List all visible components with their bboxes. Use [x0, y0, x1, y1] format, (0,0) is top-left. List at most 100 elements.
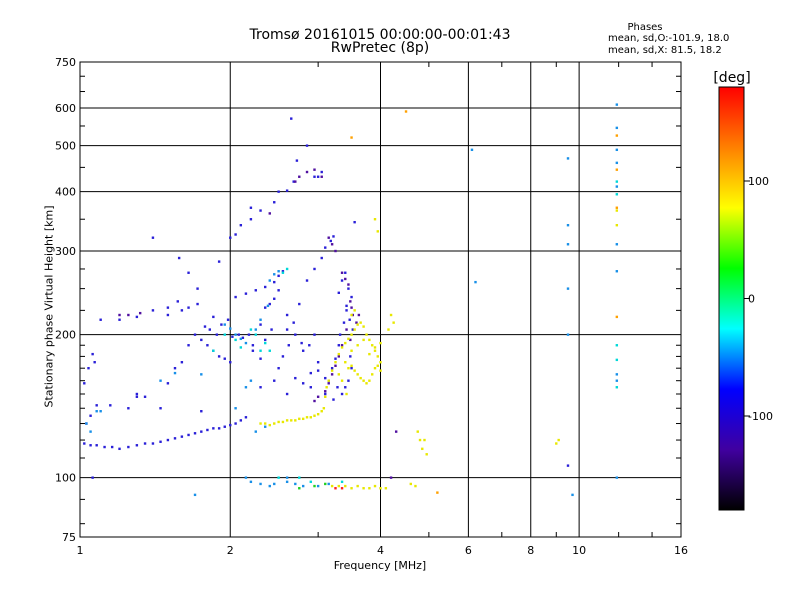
data-point: [344, 484, 347, 488]
x-tick-label: 8: [527, 544, 534, 557]
data-point: [244, 386, 248, 389]
data-point: [349, 338, 352, 342]
data-point: [273, 280, 276, 284]
data-point: [259, 386, 262, 389]
data-point: [259, 318, 262, 321]
data-point: [474, 280, 477, 284]
data-point: [313, 175, 316, 178]
data-point: [264, 425, 267, 428]
data-point: [249, 379, 253, 382]
data-point: [368, 487, 371, 490]
data-point: [99, 318, 102, 321]
data-point: [347, 379, 350, 382]
data-point: [362, 379, 365, 382]
data-point: [159, 379, 162, 382]
data-point: [234, 338, 237, 342]
data-point: [337, 291, 341, 295]
data-point: [234, 422, 237, 425]
data-point: [404, 110, 408, 113]
data-point: [173, 371, 177, 375]
data-point: [340, 344, 344, 347]
data-point: [143, 395, 147, 398]
data-point: [350, 364, 353, 367]
data-point: [337, 344, 341, 347]
data-point: [334, 357, 337, 360]
data-point: [264, 341, 267, 345]
data-point: [615, 386, 619, 389]
data-point: [254, 328, 257, 331]
data-point: [277, 366, 280, 370]
data-point: [118, 447, 121, 451]
data-point: [373, 366, 377, 370]
data-point: [135, 395, 139, 398]
data-point: [332, 398, 335, 401]
data-point: [273, 273, 276, 276]
data-point: [95, 404, 98, 407]
data-point: [334, 361, 337, 364]
data-point: [418, 438, 422, 442]
data-point: [384, 487, 388, 490]
data-point: [91, 476, 94, 479]
colorbar-tick-label: 100: [748, 175, 769, 188]
x-tick-label: 2: [227, 544, 234, 557]
data-point: [281, 420, 285, 424]
data-point: [215, 333, 219, 336]
data-point: [359, 376, 362, 380]
data-point: [409, 482, 412, 486]
data-point: [350, 487, 353, 490]
data-point: [268, 484, 271, 488]
data-point: [347, 283, 350, 286]
data-point: [208, 328, 212, 331]
data-point: [336, 386, 339, 389]
data-point: [308, 344, 311, 347]
data-point: [362, 487, 365, 490]
data-point: [327, 236, 330, 239]
data-point: [281, 270, 285, 273]
data-point: [356, 344, 359, 347]
data-point: [337, 484, 341, 488]
data-point: [615, 103, 619, 106]
data-point: [259, 349, 262, 352]
data-point: [138, 311, 142, 315]
data-point: [425, 453, 428, 456]
data-point: [229, 361, 232, 364]
data-point: [249, 218, 253, 221]
data-point: [371, 344, 374, 347]
data-point: [223, 425, 226, 428]
data-point: [316, 484, 320, 488]
data-point: [416, 430, 419, 433]
data-point: [110, 445, 114, 449]
data-point: [180, 309, 184, 312]
data-point: [285, 480, 289, 484]
data-point: [247, 333, 251, 336]
phases-o-stats: mean, sd,O:-101.9, 18.0: [608, 33, 730, 44]
data-point: [294, 419, 297, 422]
data-point: [324, 395, 327, 398]
data-point: [217, 355, 221, 358]
y-tick-label: 750: [55, 56, 76, 69]
data-point: [127, 407, 130, 410]
data-point: [350, 295, 353, 299]
data-point: [322, 407, 326, 410]
data-point: [254, 430, 257, 433]
data-point: [294, 333, 297, 336]
data-point: [330, 243, 334, 246]
data-point: [244, 476, 248, 479]
data-point: [344, 341, 347, 345]
data-point: [376, 230, 379, 233]
data-point: [337, 355, 341, 358]
data-point: [273, 297, 276, 300]
data-point: [345, 309, 348, 312]
data-point: [151, 236, 155, 239]
data-point: [285, 419, 289, 422]
data-point: [327, 482, 330, 486]
data-point: [290, 419, 293, 422]
data-point: [334, 249, 337, 253]
data-point: [294, 376, 297, 380]
data-point: [177, 256, 181, 260]
data-point: [89, 430, 92, 433]
chart-title: Tromsø 20161015 00:00:00-00:01:43: [249, 27, 511, 43]
data-point: [109, 404, 112, 407]
colorbar-tick-label: -100: [748, 410, 773, 423]
data-point: [273, 422, 276, 425]
